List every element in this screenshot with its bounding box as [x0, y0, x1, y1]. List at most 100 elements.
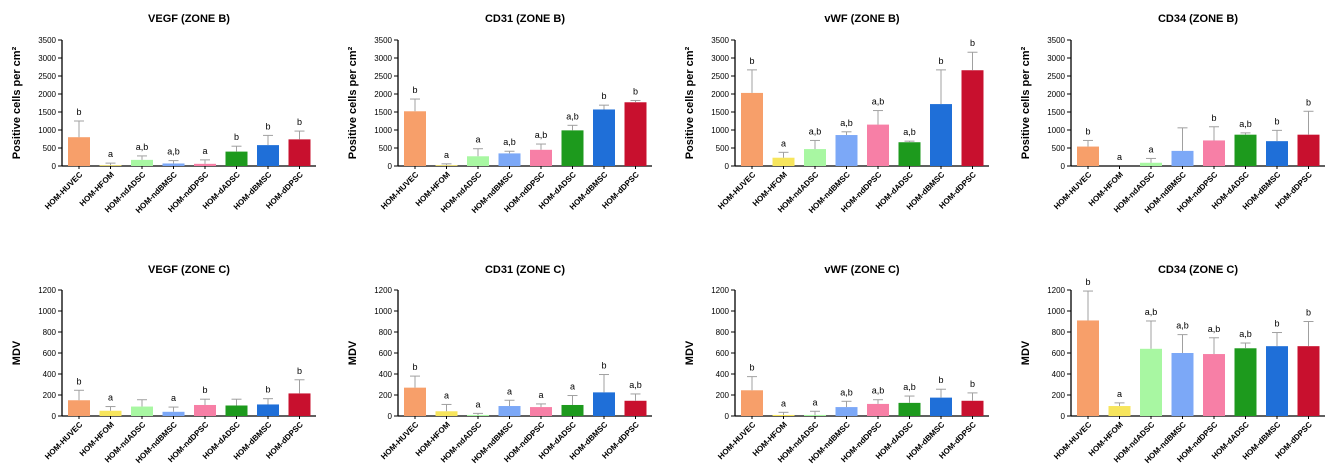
bar	[898, 402, 921, 416]
y-tick-label: 500	[1052, 144, 1066, 153]
bar	[561, 404, 584, 416]
bar	[1171, 150, 1194, 166]
y-tick-label: 0	[52, 162, 57, 171]
y-tick-label: 1200	[711, 286, 729, 295]
y-tick-label: 1000	[38, 307, 56, 316]
chart-panel: CD34 (ZONE B) Positive cells per cm² 0 500 1…	[1020, 13, 1325, 215]
bar	[804, 149, 826, 166]
y-tick-label: 0	[1061, 162, 1066, 171]
significance-label: b	[1306, 97, 1311, 107]
chart-title: CD31 (ZONE C)	[485, 264, 565, 276]
significance-label: a	[444, 150, 449, 160]
bar	[898, 142, 921, 166]
significance-label: b	[749, 363, 754, 373]
significance-label: a,b	[629, 380, 642, 390]
y-tick-label: 1000	[1047, 126, 1065, 135]
y-tick-label: 1200	[38, 286, 56, 295]
bar	[162, 163, 185, 166]
bar	[624, 400, 647, 416]
chart-title: VEGF (ZONE B)	[148, 13, 230, 25]
bar	[530, 149, 552, 166]
chart-panel: vWF (ZONE B) Positive cells per cm² 0 500 10…	[684, 13, 989, 215]
y-tick-label: 200	[43, 391, 57, 400]
y-tick-label: 400	[716, 370, 730, 379]
bar	[1266, 141, 1288, 166]
significance-label: a,b	[872, 386, 885, 396]
y-tick-label: 3000	[374, 54, 392, 63]
significance-label: a	[781, 398, 786, 408]
y-axis-label: Positive cells per cm²	[11, 46, 23, 159]
y-tick-label: 2000	[374, 90, 392, 99]
significance-label: b	[297, 366, 302, 376]
chart-panel: vWF (ZONE C) MDV 0 200 400 600 800 1000 1200 b HOM…	[684, 264, 989, 465]
chart-title: CD34 (ZONE B)	[1158, 13, 1238, 25]
bar	[288, 139, 311, 166]
significance-label: a	[202, 146, 207, 156]
significance-label: a,b	[535, 130, 548, 140]
significance-label: a	[812, 397, 817, 407]
chart-title: CD34 (ZONE C)	[1158, 264, 1238, 276]
bar	[498, 153, 521, 166]
significance-label: b	[1274, 319, 1279, 329]
y-tick-label: 3500	[38, 36, 56, 45]
bar	[288, 393, 311, 416]
bar	[930, 397, 952, 416]
y-axis-label: MDV	[347, 340, 359, 365]
y-tick-label: 500	[379, 144, 393, 153]
y-tick-label: 2500	[711, 72, 729, 81]
bar	[257, 145, 279, 166]
significance-label: a	[538, 390, 543, 400]
significance-label: a,b	[136, 142, 149, 152]
y-tick-label: 800	[379, 328, 393, 337]
y-tick-label: 200	[716, 391, 730, 400]
y-axis-label: MDV	[1020, 340, 1032, 365]
bar	[1171, 353, 1194, 416]
bar	[162, 411, 185, 416]
y-tick-label: 600	[379, 349, 393, 358]
bar	[1203, 354, 1225, 416]
bar	[772, 157, 795, 166]
bar	[772, 414, 795, 416]
bar	[131, 159, 153, 166]
y-tick-label: 800	[1052, 328, 1066, 337]
chart-panel: CD31 (ZONE C) MDV 0 200 400 600 800 1000 1200 b HO…	[347, 264, 652, 465]
significance-label: a	[171, 393, 176, 403]
significance-label: a,b	[1239, 119, 1252, 129]
significance-label: b	[1306, 308, 1311, 318]
y-tick-label: 1000	[1047, 307, 1065, 316]
y-tick-label: 1500	[711, 108, 729, 117]
significance-label: a,b	[872, 97, 885, 107]
y-tick-label: 0	[725, 162, 730, 171]
y-axis-label: Positive cells per cm²	[1020, 46, 1032, 159]
x-tick-label: HOM-HUVEC	[716, 170, 757, 211]
significance-label: a,b	[1208, 324, 1221, 334]
bar	[1077, 320, 1099, 416]
y-tick-label: 1500	[38, 108, 56, 117]
bar	[1234, 134, 1257, 166]
significance-label: b	[601, 91, 606, 101]
significance-label: b	[970, 379, 975, 389]
bar	[225, 405, 248, 416]
significance-label: a,b	[1176, 321, 1189, 331]
x-tick-label: HOM-HUVEC	[43, 170, 84, 211]
bar	[1140, 348, 1162, 416]
y-axis-label: MDV	[684, 340, 696, 365]
bar	[624, 102, 647, 166]
bar	[1234, 348, 1257, 416]
significance-label: b	[938, 56, 943, 66]
bar	[835, 135, 858, 166]
y-tick-label: 3500	[711, 36, 729, 45]
chart-title: VEGF (ZONE C)	[148, 264, 230, 276]
y-tick-label: 200	[1052, 391, 1066, 400]
bar	[194, 163, 216, 166]
bar	[593, 392, 615, 416]
y-tick-label: 1000	[374, 307, 392, 316]
y-tick-label: 3500	[374, 36, 392, 45]
y-tick-label: 2000	[1047, 90, 1065, 99]
bar	[435, 411, 458, 416]
y-axis-label: MDV	[11, 340, 23, 365]
significance-label: a,b	[809, 126, 822, 136]
bar	[467, 414, 489, 416]
significance-label: b	[1085, 126, 1090, 136]
